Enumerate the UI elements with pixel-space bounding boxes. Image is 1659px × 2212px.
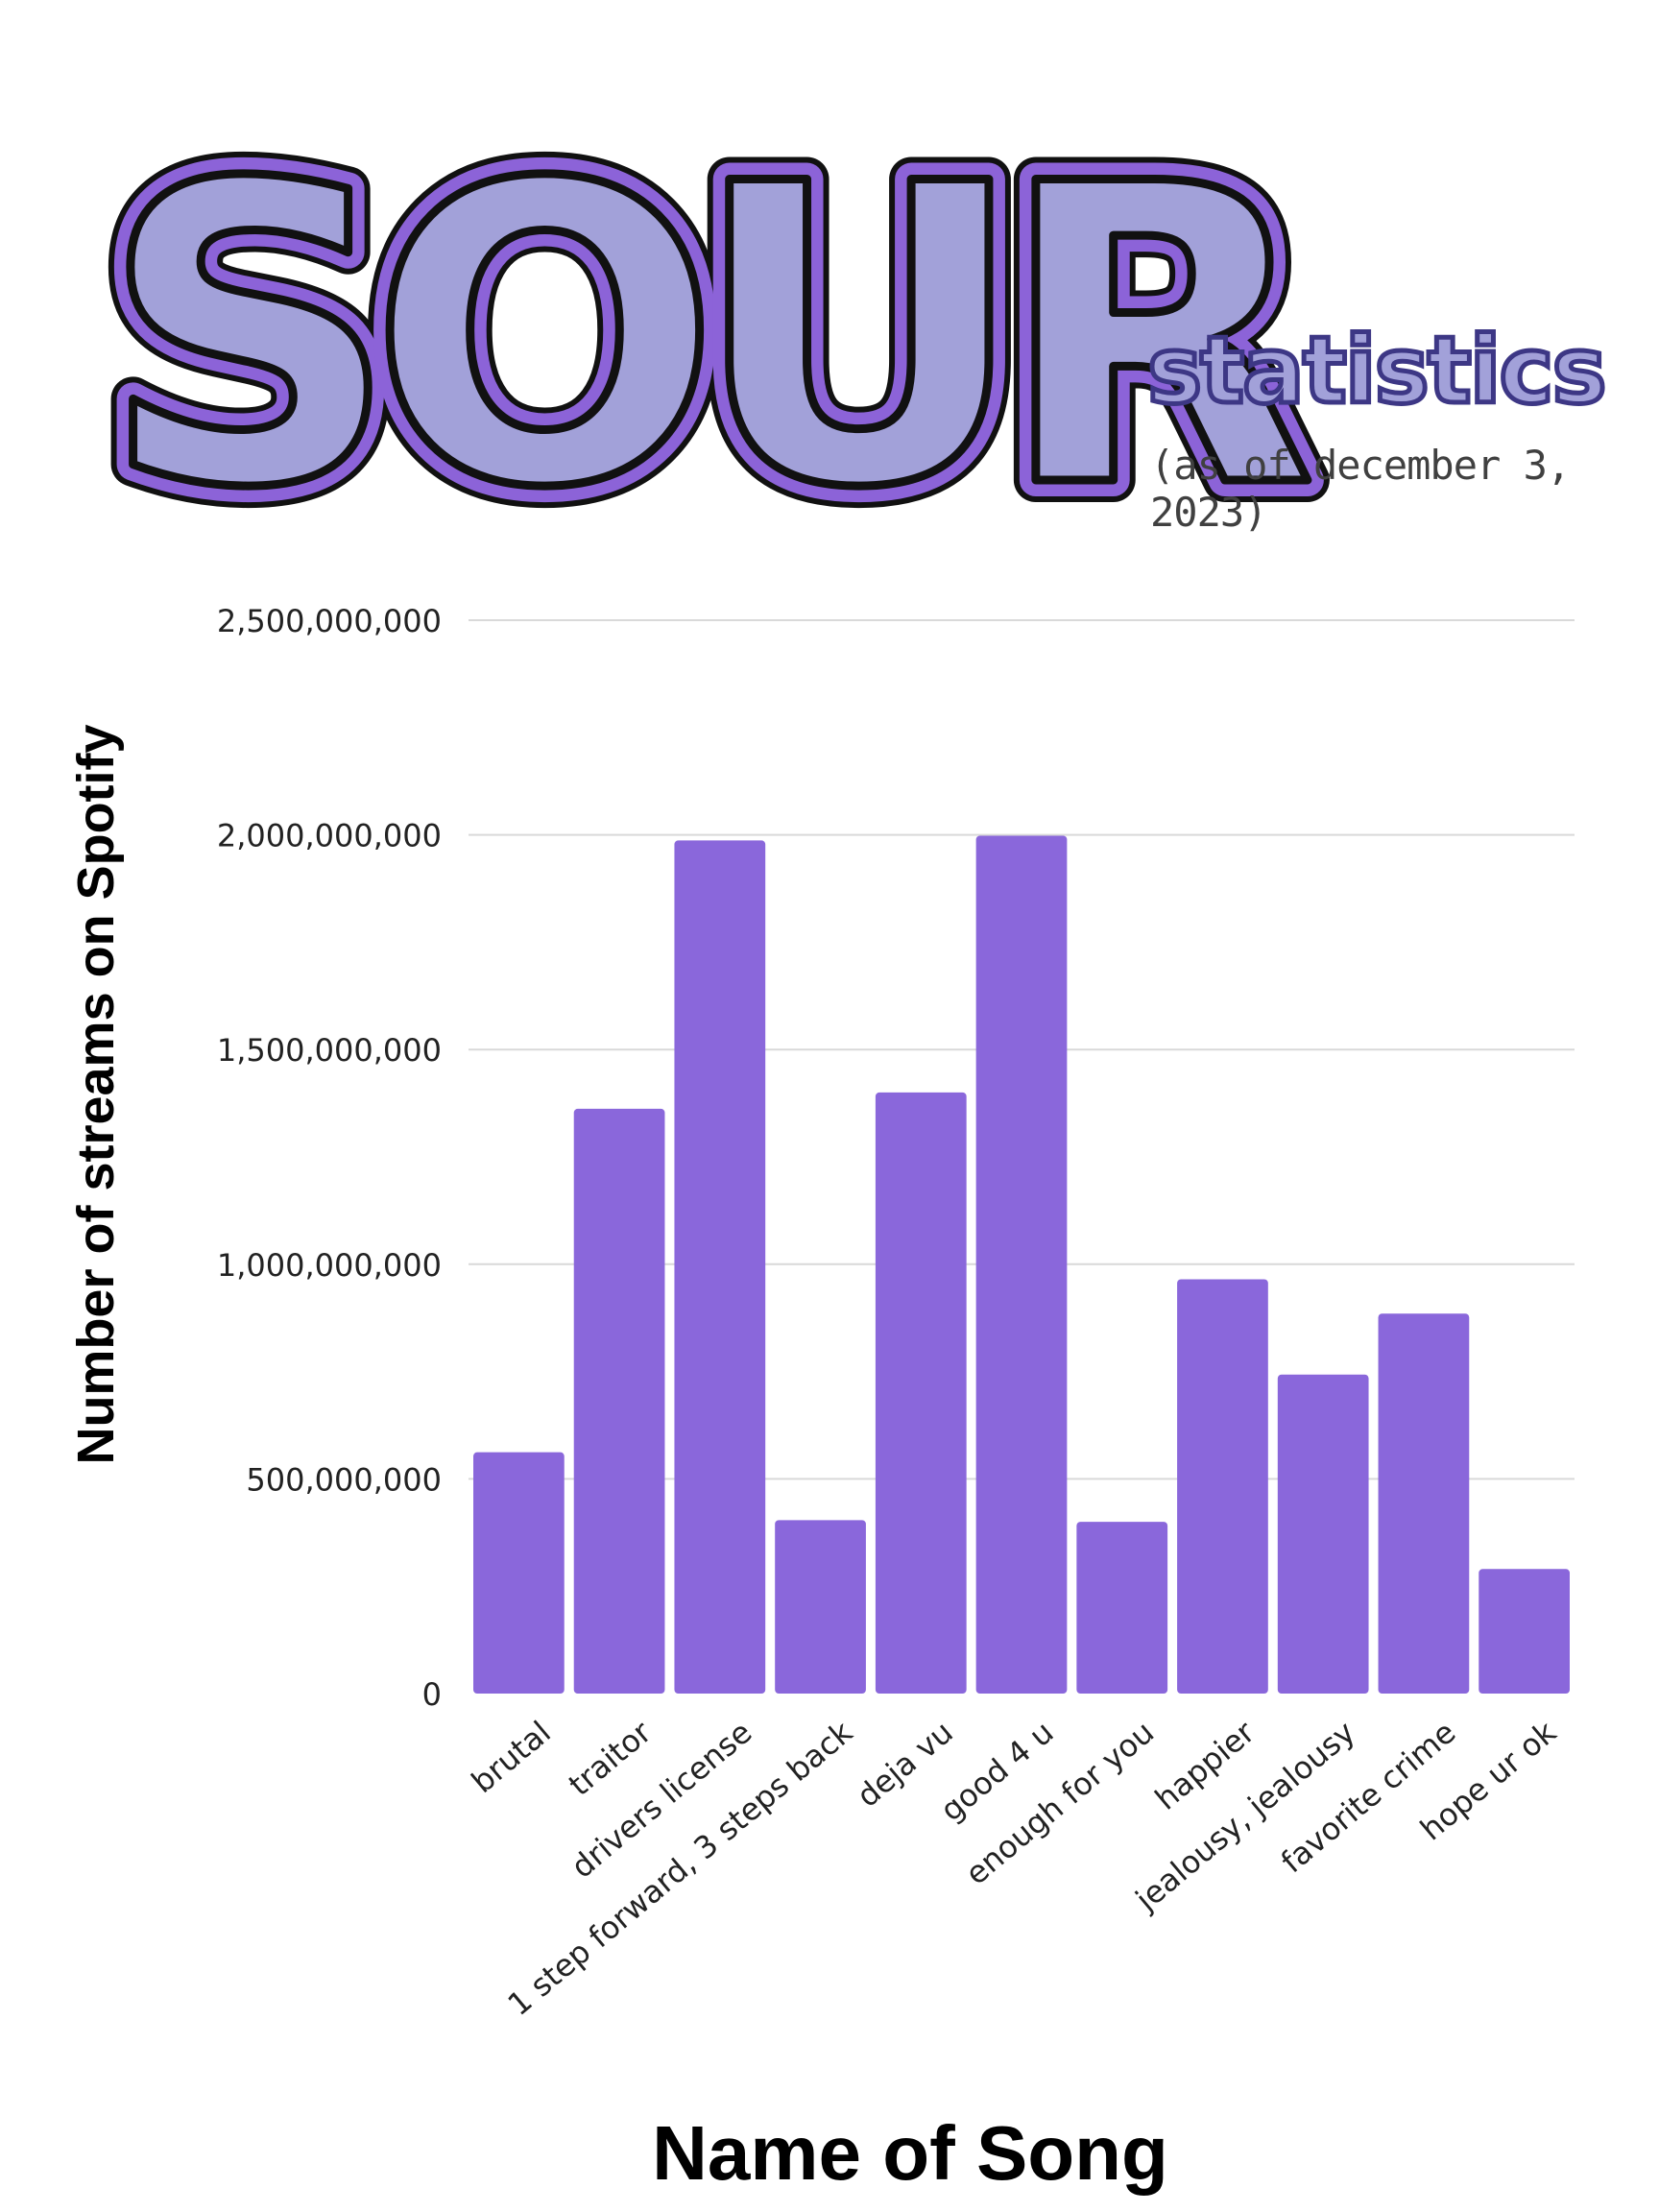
x-tick-label: enough for you bbox=[958, 1714, 1161, 1892]
svg-text:SOUR: SOUR bbox=[101, 98, 1308, 576]
y-axis-label: Number of streams on Spotify bbox=[67, 724, 125, 1464]
date-note: (as of december 3, 2023) bbox=[1150, 442, 1571, 536]
y-tick-label: 2,000,000,000 bbox=[217, 818, 442, 854]
bar-favorite-crime bbox=[1378, 1313, 1470, 1694]
y-tick-label: 2,500,000,000 bbox=[217, 603, 442, 639]
bar-hope-ur-ok bbox=[1479, 1569, 1570, 1694]
x-tick-label: brutal bbox=[465, 1714, 558, 1800]
bar-jealousy-jealousy bbox=[1277, 1374, 1369, 1694]
x-tick-label: favorite crime bbox=[1274, 1714, 1462, 1880]
bar-good-4-u bbox=[975, 835, 1068, 1694]
y-tick-labels: 0 500,000,000 1,000,000,000 1,500,000,000 2,… bbox=[217, 603, 442, 1713]
y-tick-label: 1,000,000,000 bbox=[217, 1247, 442, 1284]
bars bbox=[473, 835, 1570, 1694]
bar-chart: 0 500,000,000 1,000,000,000 1,500,000,000 2,… bbox=[67, 603, 1575, 2196]
y-tick-label: 500,000,000 bbox=[246, 1461, 442, 1498]
bar-1-step-forward-3-steps-back bbox=[775, 1520, 866, 1694]
bar-happier bbox=[1177, 1279, 1268, 1694]
logo-wordmark: SOUR SOUR SOUR bbox=[79, 76, 1358, 576]
sour-logo: SOUR SOUR SOUR bbox=[79, 76, 1358, 576]
svg-text:SOUR: SOUR bbox=[101, 98, 1308, 576]
bar-drivers-license bbox=[674, 840, 766, 1694]
statistics-subtitle: statistics bbox=[1145, 315, 1610, 427]
bar-traitor bbox=[573, 1108, 665, 1694]
x-axis-label: Name of Song bbox=[652, 2110, 1168, 2196]
y-tick-label: 0 bbox=[422, 1676, 442, 1713]
bar-deja-vu bbox=[875, 1092, 967, 1694]
y-tick-label: 1,500,000,000 bbox=[217, 1032, 442, 1069]
svg-text:SOUR: SOUR bbox=[101, 98, 1308, 576]
bar-brutal bbox=[473, 1452, 565, 1694]
bar-enough-for-you bbox=[1076, 1522, 1168, 1694]
